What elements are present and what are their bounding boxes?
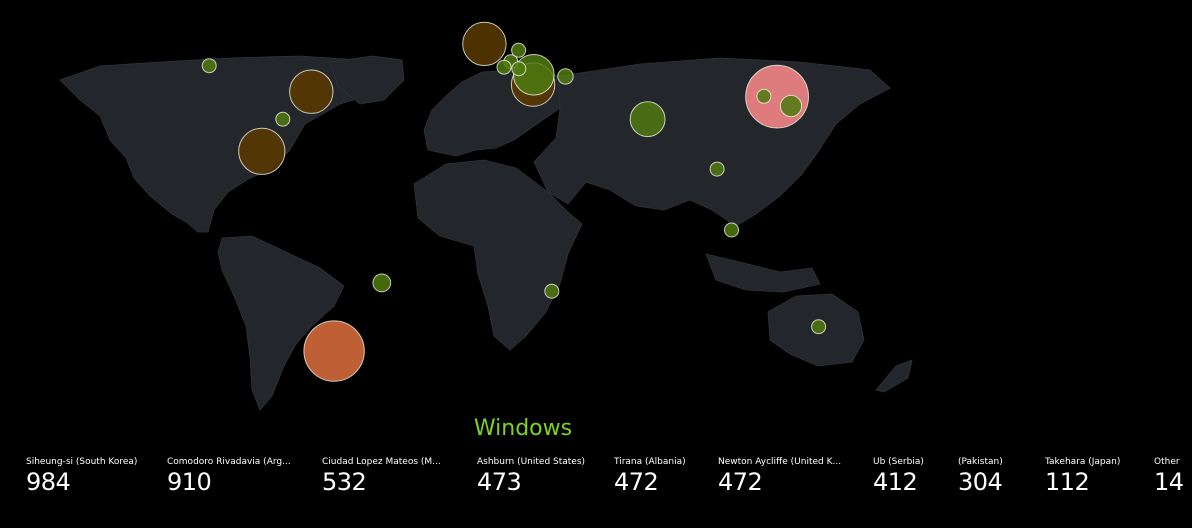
map-marker[interactable]: [511, 42, 527, 58]
stat-value: 984: [26, 468, 71, 496]
map-marker[interactable]: [289, 69, 334, 114]
stat-newton-aycliffe: Newton Aycliffe (United K... 472: [718, 457, 841, 496]
map-marker[interactable]: [745, 64, 809, 129]
stat-comodoro: Comodoro Rivadavia (Arg... 910: [167, 457, 291, 496]
map-marker[interactable]: [201, 58, 217, 74]
stat-label: Comodoro Rivadavia (Arg...: [167, 457, 291, 467]
map-marker[interactable]: [372, 273, 392, 293]
stat-takehara: Takehara (Japan) 112: [1045, 457, 1120, 496]
stat-value: 473: [477, 468, 522, 496]
stat-label: Ciudad Lopez Mateos (M...: [322, 457, 441, 467]
stat-value: 532: [322, 468, 367, 496]
stat-label: Ashburn (United States): [477, 457, 586, 467]
land-asia: [533, 57, 891, 227]
stat-tirana: Tirana (Albania) 472: [614, 457, 686, 496]
map-marker[interactable]: [756, 88, 772, 104]
map-marker[interactable]: [275, 111, 291, 127]
map-marker[interactable]: [462, 21, 507, 67]
stat-ub: Ub (Serbia) 412: [873, 457, 924, 496]
stat-label: Newton Aycliffe (United K...: [718, 457, 842, 467]
map-marker[interactable]: [709, 161, 725, 177]
map-marker[interactable]: [238, 127, 286, 175]
stat-value: 112: [1045, 468, 1090, 496]
world-map: [59, 21, 913, 411]
stat-label: Other: [1154, 457, 1180, 467]
stat-ciudad: Ciudad Lopez Mateos (M... 532: [322, 457, 441, 496]
stat-ashburn: Ashburn (United States) 473: [477, 457, 585, 496]
map-marker[interactable]: [544, 283, 560, 299]
map-marker[interactable]: [779, 94, 803, 118]
map-marker[interactable]: [629, 101, 666, 138]
stat-siheung: Siheung-si (South Korea) 984: [26, 457, 137, 496]
stat-label: Siheung-si (South Korea): [26, 457, 138, 467]
legend-title: Windows: [473, 416, 573, 441]
land-greenland: [329, 55, 405, 105]
stat-other: Other 14: [1154, 457, 1184, 496]
stat-value: 472: [718, 468, 763, 496]
stat-value: 412: [873, 468, 918, 496]
stat-label: Takehara (Japan): [1045, 457, 1121, 467]
map-marker[interactable]: [303, 320, 365, 382]
markers: [201, 21, 827, 382]
map-marker[interactable]: [557, 68, 574, 85]
stat-label: Ub (Serbia): [873, 457, 924, 467]
land-south-america: [217, 235, 345, 411]
stat-label: (Pakistan): [958, 457, 1003, 467]
stat-value: 472: [614, 468, 659, 496]
map-marker[interactable]: [511, 61, 527, 77]
land-indonesia: [705, 253, 821, 293]
land-africa: [413, 159, 583, 351]
map-marker[interactable]: [811, 319, 827, 335]
stat-value: 14: [1154, 468, 1184, 496]
stat-pakistan: (Pakistan) 304: [958, 457, 1003, 496]
map-marker[interactable]: [496, 59, 512, 75]
map-marker[interactable]: [724, 222, 739, 238]
stat-value: 910: [167, 468, 212, 496]
stat-value: 304: [958, 468, 1003, 496]
land-new-zealand: [875, 359, 913, 393]
stat-label: Tirana (Albania): [614, 457, 686, 467]
